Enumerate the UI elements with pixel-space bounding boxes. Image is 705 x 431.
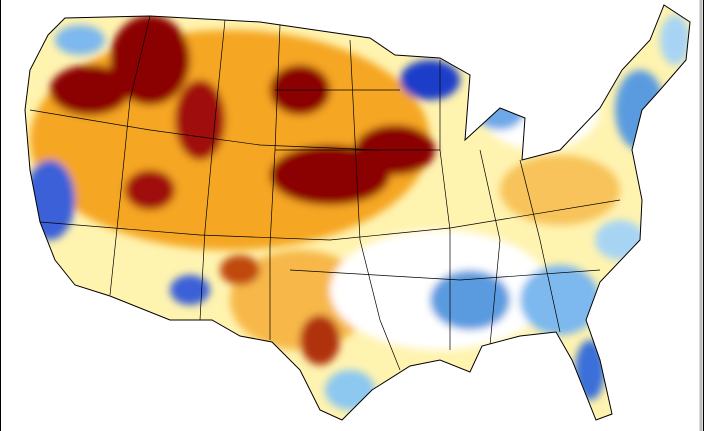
blob [220, 255, 260, 285]
boundary [519, 159, 561, 333]
blob [660, 15, 690, 65]
blob [520, 265, 600, 335]
blob [125, 170, 175, 210]
boundary [289, 269, 601, 281]
boundary [349, 39, 401, 371]
boundary [109, 15, 151, 296]
state-boundaries [29, 15, 621, 371]
boundary [479, 149, 501, 346]
boundary [29, 109, 381, 151]
blob [500, 155, 620, 225]
blob [110, 15, 190, 105]
boundary [199, 19, 226, 321]
blob [55, 25, 105, 55]
blob [175, 80, 225, 160]
blob [300, 315, 340, 365]
blob [400, 60, 460, 100]
boundary [439, 60, 451, 350]
boundary [269, 24, 281, 340]
us-outline [24, 4, 691, 421]
blob [170, 275, 210, 305]
anomaly-blobs [25, 15, 690, 410]
boundary [39, 199, 621, 241]
blob [50, 65, 130, 115]
